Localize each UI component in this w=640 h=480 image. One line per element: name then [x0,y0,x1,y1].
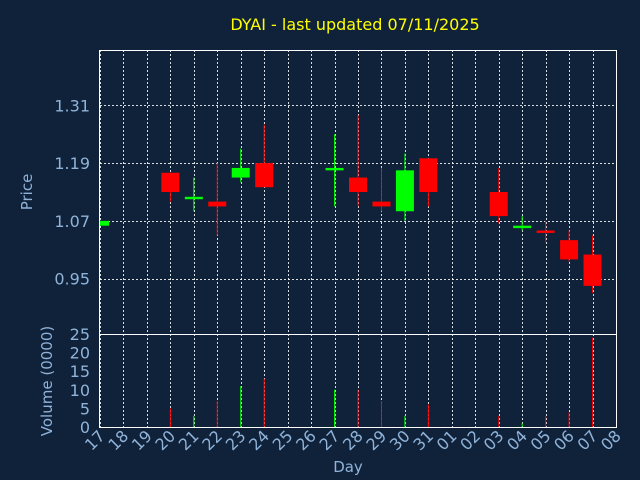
volume-panel-frame [99,334,617,428]
candle-body [560,240,579,260]
candle-body [208,201,227,207]
price-tick-label: 0.95 [54,270,90,289]
candle-body [349,177,367,192]
chart-title: DYAI - last updated 07/11/2025 [230,15,479,34]
price-tick-label: 1.19 [54,154,90,173]
x-axis-label: Day [333,458,363,476]
volume-tick-label: 5 [80,399,90,418]
candle-body [395,170,414,212]
candles [99,114,602,294]
candle-body [513,225,532,229]
candle-body [489,192,508,217]
price-tick-label: 1.07 [54,212,90,231]
candle-body [161,172,180,192]
x-tick-label: 08 [597,426,625,454]
volume-tick-label: 20 [70,344,90,363]
tick-labels: 1718192021222324252627282930310102030405… [54,96,624,454]
candle-body [419,158,438,192]
candle-body [372,201,391,207]
price-axis-label: Price [18,174,36,211]
candle-body [100,220,109,226]
volume-tick-label: 15 [70,362,90,381]
price-tick-label: 1.31 [54,96,90,115]
volume-axis-label: Volume (0000) [38,326,56,436]
volume-tick-label: 10 [70,381,90,400]
candle-body [255,163,274,188]
candle-body [325,167,344,171]
grid-layer [100,50,617,427]
volume-tick-label: 0 [80,418,90,437]
candle-body [184,196,203,200]
candle-body [231,167,250,178]
volume-bars [169,337,594,427]
candle-body [536,230,555,233]
candle-body [583,254,602,286]
volume-tick-label: 25 [70,325,90,344]
